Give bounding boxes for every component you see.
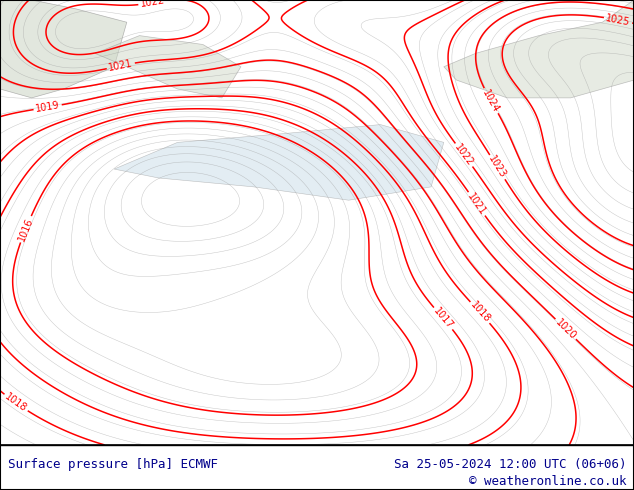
- Text: 1023: 1023: [487, 154, 508, 180]
- Text: 1024: 1024: [481, 88, 501, 114]
- Text: 1022: 1022: [453, 142, 476, 168]
- Text: 1022: 1022: [139, 0, 165, 9]
- Polygon shape: [444, 0, 634, 98]
- Text: 1018: 1018: [3, 392, 29, 414]
- Text: 1018: 1018: [468, 300, 492, 325]
- Text: 1021: 1021: [465, 191, 488, 217]
- Text: 1025: 1025: [605, 13, 631, 27]
- Text: Sa 25-05-2024 12:00 UTC (06+06): Sa 25-05-2024 12:00 UTC (06+06): [394, 458, 626, 470]
- Text: 1016: 1016: [16, 216, 35, 243]
- Text: 1017: 1017: [431, 306, 455, 331]
- Text: © weatheronline.co.uk: © weatheronline.co.uk: [469, 475, 626, 488]
- Text: 1020: 1020: [553, 317, 578, 342]
- Text: Surface pressure [hPa] ECMWF: Surface pressure [hPa] ECMWF: [8, 458, 217, 470]
- Text: 1019: 1019: [35, 100, 61, 114]
- Polygon shape: [95, 36, 241, 98]
- Text: 1021: 1021: [108, 58, 134, 73]
- Polygon shape: [0, 0, 127, 98]
- Polygon shape: [114, 124, 444, 200]
